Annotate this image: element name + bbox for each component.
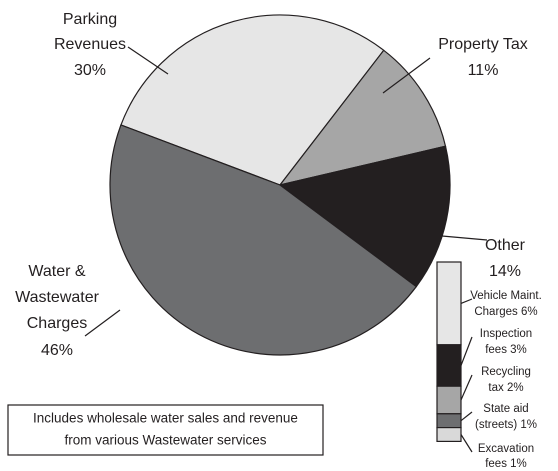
note-box [7, 404, 324, 456]
slice-value-label: 11% [468, 62, 499, 79]
slice-label: Water & [28, 263, 86, 280]
bar-segment [436, 427, 462, 443]
leader-line [460, 336, 473, 366]
note-line: Includes wholesale water sales and reven… [33, 411, 298, 426]
slice-label: Revenues [54, 36, 126, 53]
segment-label: Inspection [480, 328, 532, 340]
segment-label: Recycling [481, 366, 531, 378]
note-line: from various Wastewater services [64, 433, 266, 448]
pie-slice [109, 124, 418, 356]
pie-slice [278, 145, 451, 288]
segment-label: State aid [483, 403, 528, 415]
pie-slice [120, 14, 385, 186]
slice-value-label: 14% [489, 263, 521, 280]
bar-segment [436, 413, 462, 429]
segment-label: Charges 6% [474, 306, 537, 318]
slice-label: Wastewater [15, 289, 100, 306]
leader-line [460, 374, 473, 401]
bar-segment [436, 344, 462, 387]
leader-line [460, 434, 473, 453]
segment-label: (streets) 1% [475, 419, 537, 431]
segment-label: Vehicle Maint. [470, 290, 542, 302]
segment-label: Excavation [478, 443, 534, 455]
segment-label: fees 1% [485, 458, 527, 470]
bar-segment [436, 261, 462, 346]
bar-segment [436, 385, 462, 415]
slice-label: Property Tax [438, 36, 528, 53]
slice-label: Charges [27, 315, 87, 332]
slice-value-label: 46% [41, 342, 73, 359]
pie-slice [278, 49, 447, 186]
slice-label: Other [485, 237, 526, 254]
leader-line [460, 411, 473, 422]
leader-line [382, 57, 431, 94]
segment-label: tax 2% [488, 382, 523, 394]
leader-line [127, 46, 169, 75]
leader-line [460, 298, 473, 304]
slice-label: Parking [63, 11, 117, 28]
segment-label: fees 3% [485, 344, 527, 356]
leader-line [84, 309, 121, 337]
leader-line [441, 235, 488, 241]
slice-value-label: 30% [74, 62, 106, 79]
